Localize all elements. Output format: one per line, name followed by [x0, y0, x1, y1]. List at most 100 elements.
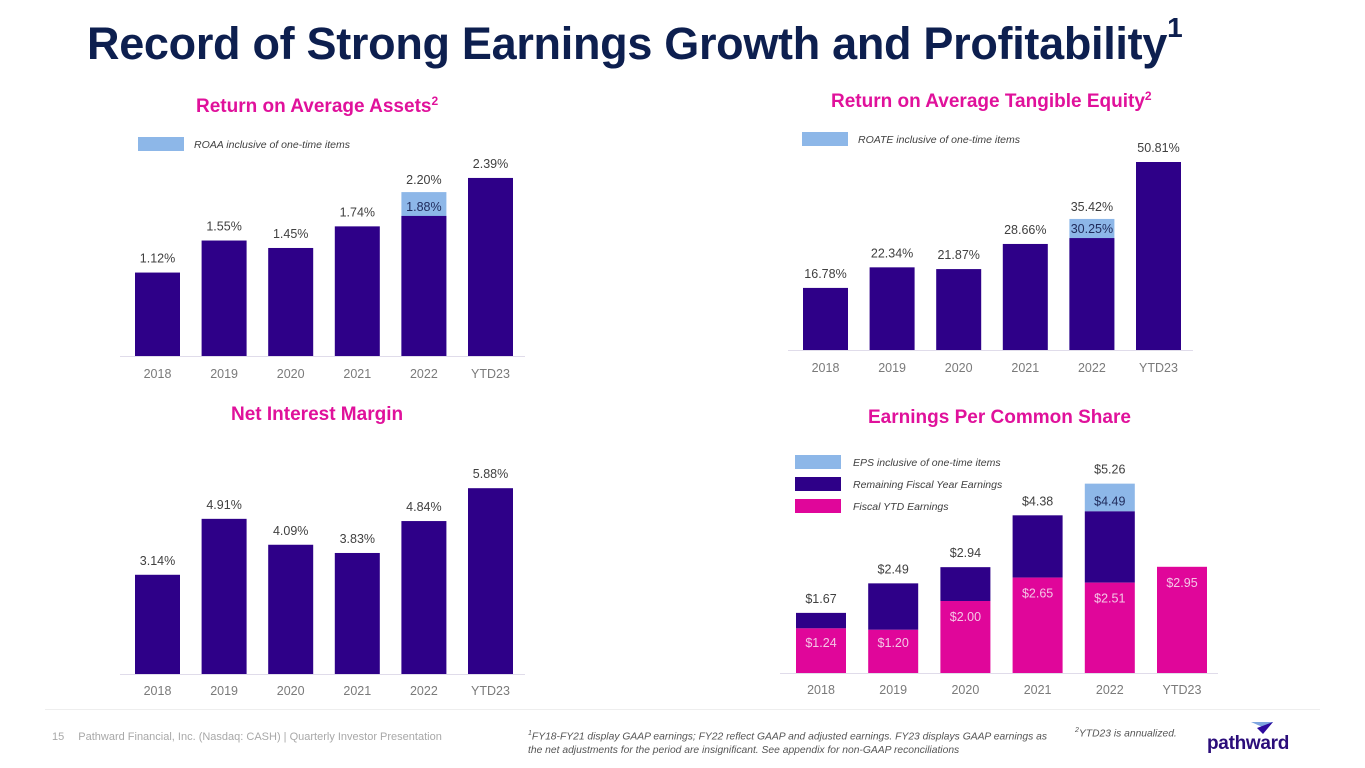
- eps-inner-total-label: $4.49: [1094, 494, 1125, 508]
- roaa-title-footnote-ref: 2: [431, 94, 439, 108]
- roaa-bar: [401, 215, 447, 356]
- nim-data-label: 3.14%: [140, 554, 175, 568]
- eps-bar-remaining: [1084, 511, 1135, 583]
- nim-data-label: 4.84%: [406, 500, 441, 514]
- logo-arrow-icon: [1251, 722, 1273, 734]
- roaa-legend-label: ROAA inclusive of one-time items: [194, 139, 351, 151]
- eps-bar-one-time: [1084, 483, 1135, 512]
- eps-bar-ytd: [1012, 577, 1063, 673]
- eps-tick-label: 2019: [879, 683, 907, 697]
- roaa-bar: [334, 226, 380, 356]
- roate-bar: [1136, 162, 1181, 350]
- nim-bar: [201, 518, 247, 674]
- eps-ytd-data-label: $1.20: [878, 636, 909, 650]
- eps-total-label: $1.67: [805, 592, 836, 606]
- eps-tick-label: 2021: [1024, 683, 1052, 697]
- roate-data-label: 22.34%: [871, 246, 913, 260]
- nim-tick-label: 2020: [277, 684, 305, 698]
- nim-tick-label: 2018: [144, 684, 172, 698]
- roaa-tick-label: 2021: [343, 367, 371, 381]
- roate-data-label: 50.81%: [1137, 141, 1179, 155]
- eps-legend-label: EPS inclusive of one-time items: [853, 457, 1001, 469]
- nim-tick-label: 2019: [210, 684, 238, 698]
- roaa-tick-label: 2019: [210, 367, 238, 381]
- roate-title-text: Return on Average Tangible Equity: [831, 91, 1145, 112]
- roaa-title-text: Return on Average Assets: [196, 96, 432, 117]
- roate-data-label: 21.87%: [937, 248, 979, 262]
- roate-chart-title: Return on Average Tangible Equity2: [831, 89, 1152, 113]
- eps-bar-ytd: [796, 628, 846, 673]
- roaa-tick-label: YTD23: [471, 367, 510, 381]
- footnote-2: 2YTD23 is annualized.: [1075, 727, 1177, 739]
- roaa-data-label: 1.45%: [273, 227, 308, 241]
- eps-bar-ytd: [1084, 582, 1135, 673]
- roate-tick-label: 2019: [878, 361, 906, 375]
- eps-ytd-data-label: $2.65: [1022, 587, 1053, 601]
- slide-title-footnote-ref: 1: [1167, 12, 1183, 43]
- nim-tick-label: YTD23: [471, 684, 510, 698]
- eps-legend-label: Remaining Fiscal Year Earnings: [853, 479, 1003, 491]
- eps-total-label: $2.49: [878, 562, 909, 576]
- eps-chart-title: Earnings Per Common Share: [868, 407, 1131, 429]
- eps-legend-swatch: [795, 477, 841, 491]
- roate-tick-label: 2020: [945, 361, 973, 375]
- eps-tick-label: YTD23: [1163, 683, 1202, 697]
- nim-chart-title: Net Interest Margin: [231, 404, 403, 426]
- roaa-bar: [201, 240, 247, 356]
- eps-bar-ytd: [1157, 566, 1207, 673]
- roate-bar: [1002, 243, 1048, 350]
- nim-bar: [268, 544, 314, 674]
- nim-title-text: Net Interest Margin: [231, 404, 404, 425]
- roaa-legend-swatch: [138, 137, 184, 151]
- roate-legend-label: ROATE inclusive of one-time items: [858, 134, 1021, 146]
- roaa-data-label: 1.74%: [340, 205, 375, 219]
- roate-title-footnote-ref: 2: [1144, 89, 1152, 103]
- roaa-bar: [468, 177, 513, 356]
- logo-wordmark: pathward: [1207, 733, 1290, 754]
- slide-title-text: Record of Strong Earnings Growth and Pro…: [87, 18, 1168, 69]
- nim-bar: [135, 574, 180, 674]
- footer: 15 Pathward Financial, Inc. (Nasdaq: CASH…: [52, 731, 442, 743]
- nim-bar: [334, 552, 380, 674]
- roaa-bar: [135, 272, 180, 356]
- roaa-chart-title: Return on Average Assets2: [196, 94, 439, 118]
- roaa-data-label: 2.39%: [473, 157, 508, 171]
- footnote-2-text: YTD23 is annualized.: [1078, 728, 1177, 740]
- eps-bar-remaining: [1012, 515, 1063, 578]
- footnote-1-marker: 1: [528, 730, 532, 737]
- eps-bar-remaining: [940, 567, 991, 601]
- nim-tick-label: 2022: [410, 684, 438, 698]
- roate-bar: [869, 267, 915, 350]
- pathward-logo: pathward: [1207, 721, 1297, 757]
- eps-ytd-data-label: $2.00: [950, 610, 981, 624]
- roaa-tick-label: 2020: [277, 367, 305, 381]
- footer-divider: [45, 709, 1320, 710]
- roate-tick-label: 2021: [1011, 361, 1039, 375]
- eps-bar-ytd: [868, 629, 919, 673]
- slide-title: Record of Strong Earnings Growth and Pro…: [87, 14, 1183, 70]
- eps-total-label: $2.94: [950, 546, 981, 560]
- nim-data-label: 5.88%: [473, 467, 508, 481]
- eps-legend-label: Fiscal YTD Earnings: [853, 501, 949, 513]
- roate-tick-label: YTD23: [1139, 361, 1178, 375]
- roaa-tick-label: 2018: [144, 367, 172, 381]
- roate-bar: [936, 269, 982, 350]
- page-number: 15: [52, 731, 65, 743]
- roaa-data-label: 2.20%: [406, 173, 441, 187]
- roate-tick-label: 2022: [1078, 361, 1106, 375]
- roate-bar: [803, 287, 848, 350]
- eps-total-label: $5.26: [1094, 463, 1125, 477]
- nim-data-label: 4.09%: [273, 524, 308, 538]
- roate-data-label: 35.42%: [1071, 200, 1113, 214]
- eps-ytd-data-label: $2.95: [1166, 576, 1197, 590]
- eps-tick-label: 2020: [951, 683, 979, 697]
- roate-data-label: 28.66%: [1004, 223, 1046, 237]
- eps-legend-swatch: [795, 499, 841, 513]
- nim-bar: [401, 521, 447, 674]
- nim-data-label: 3.83%: [340, 532, 375, 546]
- roaa-inner-data-label: 1.88%: [406, 200, 441, 214]
- footnote-1-text: FY18-FY21 display GAAP earnings; FY22 re…: [528, 731, 1048, 756]
- footer-text: Pathward Financial, Inc. (Nasdaq: CASH) …: [78, 731, 442, 743]
- eps-bar-ytd: [940, 601, 991, 673]
